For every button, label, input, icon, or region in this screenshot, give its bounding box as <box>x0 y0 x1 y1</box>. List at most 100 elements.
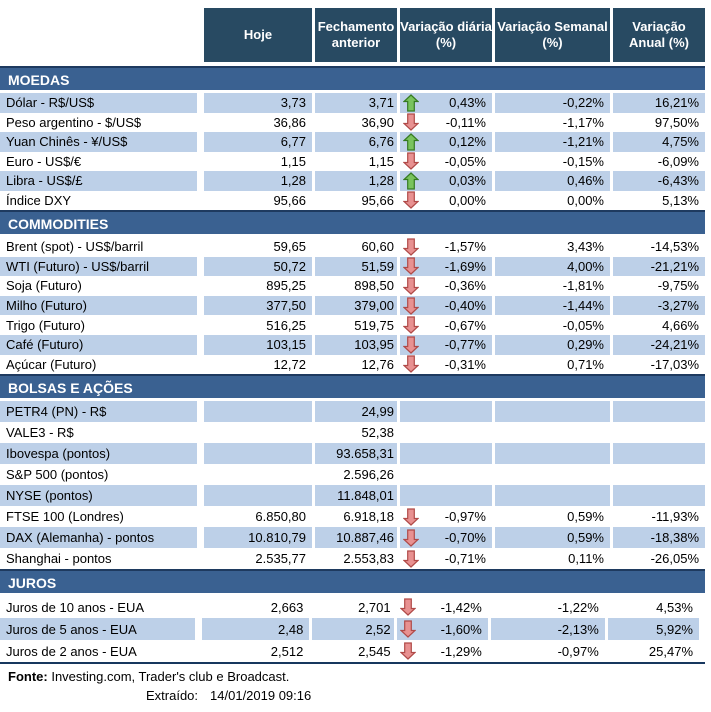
variacao-semanal-value: -2,13% <box>490 618 605 641</box>
variacao-semanal-value: 0,71% <box>495 354 610 375</box>
variacao-anual-value: 97,50% <box>613 112 705 132</box>
variacao-diaria-value: -0,71% <box>444 551 486 567</box>
variacao-diaria-cell: 0,43% <box>400 93 492 113</box>
fechamento-anterior-value: 52,38 <box>315 422 397 444</box>
table-row: Açúcar (Futuro) 12,72 12,76 -0,31% 0,71%… <box>0 354 711 375</box>
instrument-label: Peso argentino - $/US$ <box>0 112 197 132</box>
hoje-value: 1,28 <box>204 171 312 191</box>
variacao-diaria-cell: -0,67% <box>400 315 492 335</box>
variacao-diaria-cell: -1,60% <box>396 618 488 641</box>
down-arrow-icon <box>403 508 419 526</box>
instrument-label: Brent (spot) - US$/barril <box>0 237 197 257</box>
variacao-anual-value <box>613 443 705 465</box>
variacao-semanal-value <box>495 401 610 423</box>
column-header-variacao-semanal: Variação Semanal (%) <box>495 8 610 62</box>
variacao-semanal-value: 3,43% <box>495 237 610 257</box>
section-header-1: COMMODITIES <box>0 210 705 234</box>
instrument-label: Milho (Futuro) <box>0 295 197 316</box>
fechamento-anterior-value: 11.848,01 <box>315 485 397 507</box>
fechamento-anterior-value: 2,701 <box>312 596 394 619</box>
variacao-diaria-value: -0,40% <box>444 298 486 314</box>
variacao-diaria-value: -0,97% <box>444 509 486 525</box>
section-title: MOEDAS <box>8 72 70 88</box>
hoje-value: 2.535,77 <box>204 548 312 570</box>
table-row: NYSE (pontos) 11.848,01 <box>0 485 711 507</box>
variacao-diaria-cell: -1,29% <box>396 640 488 663</box>
variacao-anual-value <box>613 401 705 423</box>
variacao-diaria-cell: -1,57% <box>400 237 492 257</box>
hoje-value: 2,48 <box>202 618 310 641</box>
instrument-label: PETR4 (PN) - R$ <box>0 401 197 423</box>
down-arrow-icon <box>403 550 419 568</box>
variacao-diaria-cell: -0,11% <box>400 112 492 132</box>
table-section: JUROS Juros de 10 anos - EUA 2,663 2,701… <box>0 569 711 665</box>
down-arrow-icon <box>403 336 419 354</box>
variacao-anual-value: 16,21% <box>613 93 705 113</box>
instrument-label: Shanghai - pontos <box>0 548 197 570</box>
fechamento-anterior-value: 51,59 <box>315 256 397 277</box>
hoje-value: 2,663 <box>202 596 310 619</box>
variacao-diaria-cell: -0,40% <box>400 295 492 316</box>
fechamento-anterior-value: 2.553,83 <box>315 548 397 570</box>
fechamento-anterior-value: 3,71 <box>315 93 397 113</box>
up-arrow-icon <box>403 93 419 112</box>
extracted-label: Extraído: <box>146 688 199 704</box>
table-row: FTSE 100 (Londres) 6.850,80 6.918,18 -0,… <box>0 506 711 528</box>
instrument-label: NYSE (pontos) <box>0 485 197 507</box>
fechamento-anterior-value: 93.658,31 <box>315 443 397 465</box>
variacao-semanal-value: -1,44% <box>495 295 610 316</box>
fechamento-anterior-value: 103,95 <box>315 334 397 355</box>
hoje-value: 1,15 <box>204 151 312 171</box>
hoje-value: 6,77 <box>204 132 312 152</box>
variacao-anual-value: -24,21% <box>613 334 705 355</box>
hoje-value: 895,25 <box>204 276 312 296</box>
variacao-anual-value: -17,03% <box>613 354 705 375</box>
hoje-value: 50,72 <box>204 256 312 277</box>
table-row: Ibovespa (pontos) 93.658,31 <box>0 443 711 465</box>
hoje-value: 377,50 <box>204 295 312 316</box>
section-title: JUROS <box>8 575 57 592</box>
column-header-fechamento-anterior: Fechamento anterior <box>315 8 397 62</box>
column-header-text: anterior <box>331 35 381 50</box>
variacao-diaria-cell: -1,42% <box>396 596 488 619</box>
source-label: Fonte: <box>8 669 48 685</box>
table-row: Juros de 10 anos - EUA 2,663 2,701 -1,42… <box>0 596 705 619</box>
variacao-semanal-value: 0,11% <box>495 548 610 570</box>
variacao-diaria-value: -0,70% <box>444 530 486 546</box>
column-header-text: Variação diária <box>400 19 492 34</box>
variacao-semanal-value: -1,17% <box>495 112 610 132</box>
table-row: Brent (spot) - US$/barril 59,65 60,60 -1… <box>0 237 711 257</box>
variacao-semanal-value: -0,05% <box>495 315 610 335</box>
variacao-diaria-cell: 0,00% <box>400 190 492 210</box>
variacao-anual-value: 4,53% <box>607 596 699 619</box>
hoje-value: 95,66 <box>204 190 312 210</box>
variacao-semanal-value <box>495 464 610 486</box>
table-row: S&P 500 (pontos) 2.596,26 <box>0 464 711 486</box>
variacao-diaria-cell: 0,12% <box>400 132 492 152</box>
variacao-semanal-value <box>495 485 610 507</box>
table-row: Milho (Futuro) 377,50 379,00 -0,40% -1,4… <box>0 295 711 316</box>
column-header-text: Variação <box>632 19 686 34</box>
table-section: BOLSAS E AÇÕES PETR4 (PN) - R$ 24,99 VAL… <box>0 374 711 570</box>
variacao-anual-value: -9,75% <box>613 276 705 296</box>
table-header-row: Hoje Fechamento anterior Variação diária… <box>0 8 711 62</box>
down-arrow-icon <box>403 296 419 315</box>
fechamento-anterior-value: 1,28 <box>315 171 397 191</box>
section-header-3: JUROS <box>0 569 705 594</box>
instrument-label: DAX (Alemanha) - pontos <box>0 527 197 549</box>
table-row: Yuan Chinês - ¥/US$ 6,77 6,76 0,12% -1,2… <box>0 132 711 152</box>
hoje-value <box>204 485 312 507</box>
instrument-label: S&P 500 (pontos) <box>0 464 197 486</box>
variacao-diaria-cell: -0,97% <box>400 506 492 528</box>
hoje-value: 3,73 <box>204 93 312 113</box>
variacao-semanal-value: -1,21% <box>495 132 610 152</box>
table-row: Juros de 2 anos - EUA 2,512 2,545 -1,29%… <box>0 640 705 663</box>
variacao-anual-value: 5,13% <box>613 190 705 210</box>
table-row: Libra - US$/£ 1,28 1,28 0,03% 0,46% -6,4… <box>0 171 711 191</box>
column-header-text: (%) <box>435 35 457 50</box>
column-header-variacao-diaria: Variação diária (%) <box>400 8 492 62</box>
table-row: Juros de 5 anos - EUA 2,48 2,52 -1,60% -… <box>0 618 705 641</box>
header-label-spacer <box>0 8 197 62</box>
variacao-anual-value: -26,05% <box>613 548 705 570</box>
